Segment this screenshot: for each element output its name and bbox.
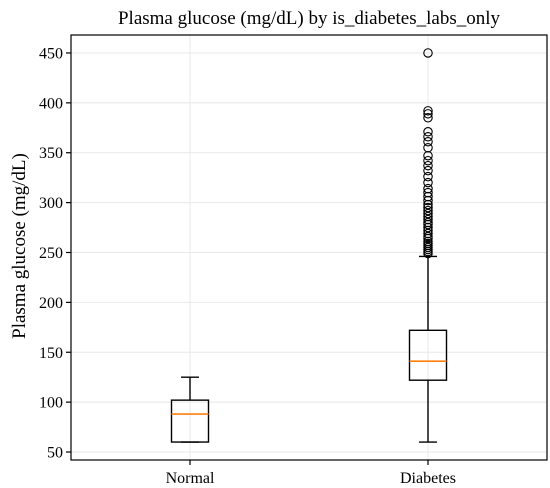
y-tick-label: 200 — [39, 295, 63, 312]
outlier-point — [423, 214, 433, 225]
y-tick-label: 100 — [39, 395, 63, 412]
y-tick-label: 150 — [39, 345, 63, 362]
outlier-point — [423, 228, 433, 239]
outlier-point — [423, 183, 433, 194]
outlier-point — [423, 202, 433, 213]
outlier-point — [423, 106, 433, 116]
outlier-point — [423, 211, 433, 222]
ticks: 50 100 150 200 250 300 350 400 450 Normal Diabetes — [39, 45, 456, 487]
outlier-point — [423, 177, 433, 188]
y-tick-label: 350 — [39, 145, 63, 162]
outlier-point — [423, 160, 433, 171]
chart-title: Plasma glucose (mg/dL) by is_diabetes_la… — [118, 8, 501, 29]
y-tick-label: 400 — [39, 95, 63, 112]
outlier-point — [423, 127, 433, 137]
outlier-point — [423, 155, 433, 166]
outlier-point — [423, 231, 433, 242]
gridlines — [71, 35, 547, 460]
outlier-point — [423, 113, 433, 123]
x-tick-label: Diabetes — [400, 470, 456, 487]
outlier-point — [423, 142, 433, 153]
y-tick-label: 450 — [39, 45, 63, 62]
plot-area — [170, 48, 448, 443]
outlier-point — [423, 217, 433, 228]
y-tick-label: 300 — [39, 195, 63, 212]
y-tick-label: 250 — [39, 245, 63, 262]
x-tick-label: Normal — [166, 470, 215, 487]
iqr-box — [170, 399, 210, 443]
y-tick-label: 50 — [47, 445, 63, 462]
outlier-point — [423, 109, 433, 119]
outlier-point — [423, 171, 433, 182]
outlier-point — [423, 48, 433, 58]
y-axis-label: Plasma glucose (mg/dL) — [9, 153, 30, 339]
outlier-point — [423, 205, 433, 216]
outlier-point — [423, 132, 433, 142]
outlier-point — [423, 165, 433, 176]
outlier-point — [423, 136, 433, 147]
outlier-point — [423, 187, 433, 198]
box-group-diabetes — [408, 48, 448, 443]
outlier-point — [423, 208, 433, 219]
iqr-box — [408, 329, 448, 381]
box-group-normal — [170, 376, 210, 443]
axes-frame — [70, 34, 548, 461]
